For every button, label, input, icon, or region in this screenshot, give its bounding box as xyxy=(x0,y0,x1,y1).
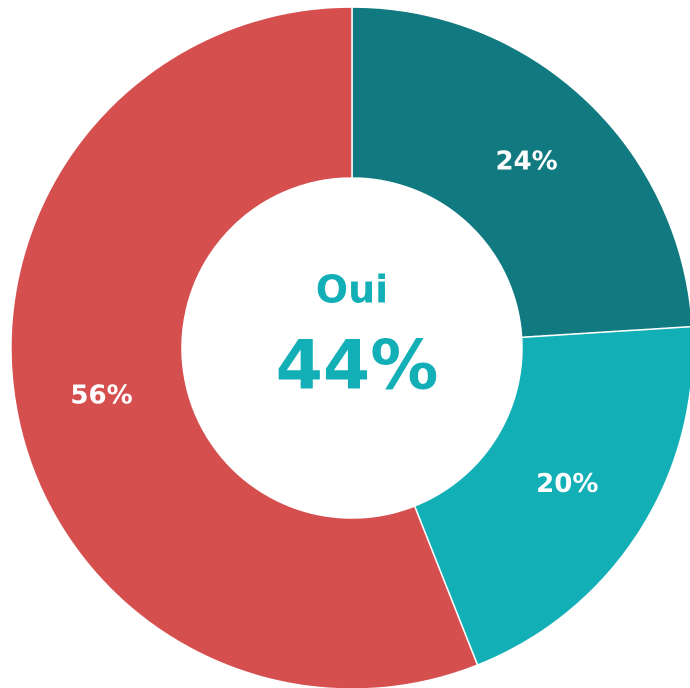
value-label: 24% xyxy=(495,147,557,177)
slice xyxy=(413,325,690,667)
center-title: Oui xyxy=(316,268,388,312)
value-label: 56% xyxy=(70,380,132,410)
slices xyxy=(10,6,690,688)
slice xyxy=(351,6,690,339)
value-label: 20% xyxy=(536,469,598,499)
center-value: 44% xyxy=(276,327,439,406)
slice xyxy=(10,6,479,688)
